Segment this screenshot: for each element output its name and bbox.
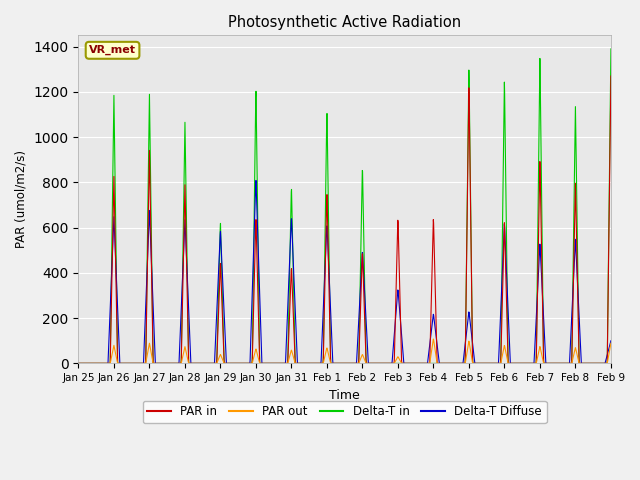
Delta-T in: [360, 235, 367, 240]
PAR out: [607, 340, 615, 346]
Delta-T in: [223, 360, 231, 366]
PAR in: [575, 336, 582, 341]
Delta-T Diffuse: [560, 360, 568, 366]
PAR in: [372, 360, 380, 366]
Delta-T Diffuse: [500, 245, 508, 251]
Delta-T in: [607, 46, 615, 52]
PAR in: [223, 360, 231, 366]
PAR out: [360, 355, 367, 360]
PAR in: [75, 360, 83, 366]
Delta-T in: [372, 360, 380, 366]
Delta-T in: [575, 325, 582, 331]
Delta-T in: [75, 360, 83, 366]
Text: VR_met: VR_met: [89, 45, 136, 56]
Y-axis label: PAR (umol/m2/s): PAR (umol/m2/s): [15, 150, 28, 248]
PAR out: [223, 360, 231, 366]
Delta-T Diffuse: [360, 278, 368, 284]
Delta-T Diffuse: [252, 178, 260, 183]
Delta-T Diffuse: [575, 308, 582, 314]
PAR out: [429, 336, 437, 342]
PAR in: [360, 289, 367, 295]
Line: Delta-T Diffuse: Delta-T Diffuse: [79, 180, 611, 363]
Title: Photosynthetic Active Radiation: Photosynthetic Active Radiation: [228, 15, 461, 30]
PAR in: [499, 267, 507, 273]
Delta-T Diffuse: [372, 360, 380, 366]
Legend: PAR in, PAR out, Delta-T in, Delta-T Diffuse: PAR in, PAR out, Delta-T in, Delta-T Dif…: [143, 401, 547, 423]
PAR in: [607, 73, 615, 79]
Delta-T in: [560, 360, 568, 366]
X-axis label: Time: Time: [330, 389, 360, 402]
PAR out: [575, 360, 582, 365]
PAR out: [560, 360, 568, 366]
Line: PAR in: PAR in: [79, 76, 611, 363]
Delta-T Diffuse: [223, 360, 231, 366]
Delta-T Diffuse: [607, 338, 615, 344]
PAR out: [75, 360, 83, 366]
PAR out: [500, 348, 508, 353]
PAR in: [560, 360, 568, 366]
PAR out: [372, 360, 380, 366]
Line: PAR out: PAR out: [79, 339, 611, 363]
Line: Delta-T in: Delta-T in: [79, 49, 611, 363]
Delta-T in: [499, 174, 507, 180]
Delta-T Diffuse: [75, 360, 83, 366]
